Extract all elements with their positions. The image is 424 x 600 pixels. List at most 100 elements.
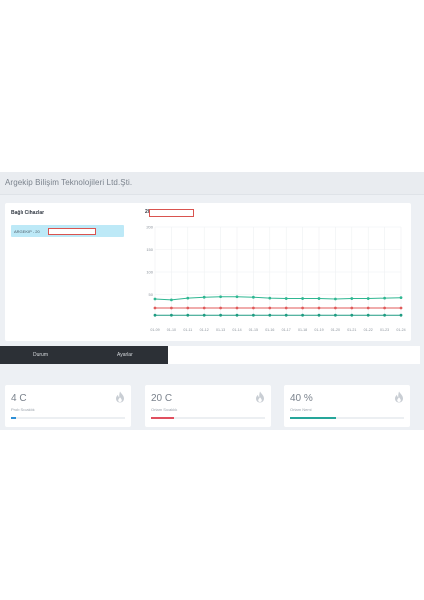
card-ortam-nemi: 40 % Ortam Nemi: [284, 385, 410, 427]
line-chart: 50 100 150 200 01-09 01-10 01-11 01-12 01-13 01-1…: [146, 225, 405, 333]
data-point: [153, 297, 157, 301]
data-point: [186, 306, 190, 310]
data-point: [301, 306, 304, 310]
tab-ayarlar[interactable]: Ayarlar: [117, 352, 133, 358]
tab-bar: Durum Ayarlar: [0, 346, 168, 364]
data-point: [202, 306, 206, 310]
y-tick-label: 50: [149, 292, 154, 297]
data-point: [334, 297, 337, 301]
data-point: [235, 313, 239, 317]
data-point: [350, 313, 354, 317]
card-label: Prob Sıcaklık: [11, 407, 35, 412]
card-value: 4 C: [11, 393, 27, 404]
progress-fill: [151, 417, 174, 419]
x-tick-label: 01-20: [331, 328, 340, 332]
data-point: [366, 313, 370, 317]
data-point: [399, 313, 403, 317]
progress-track: [290, 417, 404, 419]
data-point: [399, 296, 403, 300]
card-prob-sicaklik: 4 C Prob Sıcaklık: [5, 385, 131, 427]
data-point: [186, 313, 190, 317]
card-value: 20 C: [151, 393, 173, 404]
data-point: [252, 306, 255, 310]
x-tick-label: 01-19: [314, 328, 323, 332]
devices-title: Bağlı Cihazlar: [11, 210, 45, 216]
data-point: [317, 306, 321, 310]
x-tick-label: 01-24: [396, 328, 405, 332]
x-tick-label: 01-23: [380, 328, 389, 332]
device-label: ARGEKIP - 20: [14, 228, 40, 234]
x-tick-label: 01-15: [249, 328, 258, 332]
fire-icon: [256, 391, 264, 403]
data-point: [202, 295, 206, 299]
card-label: Ortam Sıcaklık: [151, 407, 178, 412]
data-point: [170, 306, 173, 310]
data-point: [317, 297, 321, 300]
data-point: [383, 313, 386, 317]
tab-durum[interactable]: Durum: [33, 352, 49, 358]
data-point: [383, 306, 386, 310]
brand-title: Argekip Bilişim Teknolojileri Ltd.Şti.: [5, 178, 133, 187]
progress-fill: [290, 417, 336, 419]
card-label: Ortam Nemi: [290, 407, 312, 412]
y-tick-label: 100: [146, 270, 153, 275]
card-ortam-sicaklik: 20 C Ortam Sıcaklık: [145, 385, 271, 427]
x-tick-label: 01-12: [200, 328, 209, 332]
data-point: [219, 306, 223, 310]
data-point: [284, 313, 288, 317]
data-point: [334, 313, 337, 317]
fire-icon: [395, 391, 403, 403]
top-bar: Argekip Bilişim Teknolojileri Ltd.Şti.: [0, 172, 424, 195]
x-tick-label: 01-22: [364, 328, 373, 332]
y-tick-label: 150: [146, 247, 153, 252]
data-point: [350, 306, 354, 310]
data-point: [268, 313, 272, 317]
x-tick-label: 01-13: [216, 328, 225, 332]
progress-fill: [11, 417, 16, 419]
fire-icon: [116, 391, 124, 403]
data-point: [301, 313, 304, 317]
data-point: [153, 313, 157, 317]
x-tick-label: 01-21: [347, 328, 356, 332]
data-point: [383, 296, 386, 300]
data-point: [186, 296, 190, 300]
x-tick-label: 01-09: [150, 328, 159, 332]
data-point: [170, 313, 173, 317]
data-point: [284, 306, 288, 310]
chart-title-redaction: [149, 209, 194, 217]
data-point: [235, 295, 239, 299]
data-point: [170, 298, 173, 302]
devices-chart-panel: Bağlı Cihazlar ARGEKIP - 20 20 50 100 150 2…: [5, 203, 411, 341]
x-tick-label: 01-14: [232, 328, 241, 332]
data-point: [317, 313, 321, 317]
series-line-0: [154, 296, 402, 301]
data-point: [334, 306, 337, 310]
data-point: [284, 297, 288, 300]
chart-title: 20: [145, 209, 151, 215]
progress-track: [151, 417, 265, 419]
data-point: [235, 306, 239, 310]
device-item[interactable]: ARGEKIP - 20: [11, 225, 124, 237]
progress-track: [11, 417, 125, 419]
data-point: [268, 306, 272, 310]
data-point: [399, 306, 403, 310]
data-point: [350, 297, 354, 300]
data-point: [268, 296, 272, 300]
data-point: [252, 295, 255, 299]
redaction-box: [48, 227, 96, 235]
x-tick-label: 01-10: [167, 328, 176, 332]
tab-content-strip: [168, 346, 420, 364]
x-tick-label: 01-18: [298, 328, 307, 332]
data-point: [252, 313, 255, 317]
data-point: [366, 306, 370, 310]
data-point: [301, 297, 304, 300]
data-point: [202, 313, 206, 317]
data-point: [366, 297, 370, 300]
data-point: [219, 313, 223, 317]
y-tick-label: 200: [146, 225, 153, 230]
data-point: [219, 295, 223, 299]
x-tick-label: 01-11: [183, 328, 192, 332]
data-point: [153, 306, 157, 310]
x-tick-label: 01-16: [265, 328, 274, 332]
x-tick-label: 01-17: [282, 328, 291, 332]
